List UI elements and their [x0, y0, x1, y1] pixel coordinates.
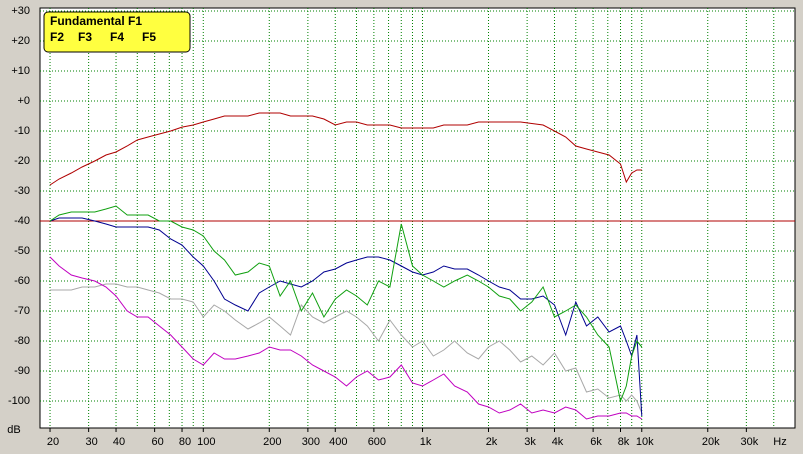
- y-tick-label: -30: [14, 185, 30, 197]
- series-line: [49, 256, 643, 420]
- series-line: [49, 112, 642, 186]
- series-line: [49, 217, 643, 417]
- x-tick-label: 3k: [524, 436, 536, 448]
- x-tick-label: 8k: [618, 436, 630, 448]
- x-tick-label: 80: [179, 436, 191, 448]
- y-tick-label: +30: [11, 5, 30, 17]
- legend: [43, 11, 191, 53]
- y-tick-label: -60: [14, 275, 30, 287]
- y-tick-label: -80: [14, 335, 30, 347]
- x-tick-label: 30k: [740, 436, 758, 448]
- x-axis-label: Hz: [773, 436, 786, 448]
- legend-label: F4: [110, 30, 124, 44]
- y-tick-label: -10: [14, 125, 30, 137]
- x-tick-label: 100: [197, 436, 215, 448]
- x-tick-label: 300: [302, 436, 320, 448]
- y-tick-label: +20: [11, 35, 30, 47]
- y-tick-label: -50: [14, 245, 30, 257]
- y-tick-label: -20: [14, 155, 30, 167]
- x-tick-label: 200: [263, 436, 281, 448]
- x-tick-label: 4k: [552, 436, 564, 448]
- x-tick-label: 20k: [702, 436, 720, 448]
- y-tick-label: -100: [8, 395, 30, 407]
- x-tick-label: 6k: [590, 436, 602, 448]
- y-tick-label: -40: [14, 215, 30, 227]
- legend-entries: Fundamental F1 F2 F3 F4 F5: [50, 14, 156, 44]
- legend-label: F5: [142, 30, 156, 44]
- y-axis-label: dB: [7, 424, 20, 436]
- y-tick-label: +0: [17, 95, 30, 107]
- x-tick-label: 400: [329, 436, 347, 448]
- y-tick-label: -90: [14, 365, 30, 377]
- plot-area: [39, 7, 796, 429]
- x-tick-label: 20: [47, 436, 59, 448]
- legend-label: F2: [50, 30, 64, 44]
- x-tick-label: 40: [113, 436, 125, 448]
- x-tick-label: 1k: [420, 436, 432, 448]
- grid: [40, 8, 795, 428]
- x-tick-label: 30: [86, 436, 98, 448]
- legend-label: Fundamental F1: [50, 14, 142, 28]
- x-tick-label: 2k: [486, 436, 498, 448]
- legend-label: F3: [78, 30, 92, 44]
- x-tick-label: 60: [152, 436, 164, 448]
- series-line: [50, 283, 643, 414]
- series-line: [49, 205, 643, 403]
- x-tick-label: 600: [368, 436, 386, 448]
- x-tick-label: 10k: [636, 436, 654, 448]
- y-tick-label: +10: [11, 65, 30, 77]
- marks: [40, 112, 795, 420]
- y-tick-label: -70: [14, 305, 30, 317]
